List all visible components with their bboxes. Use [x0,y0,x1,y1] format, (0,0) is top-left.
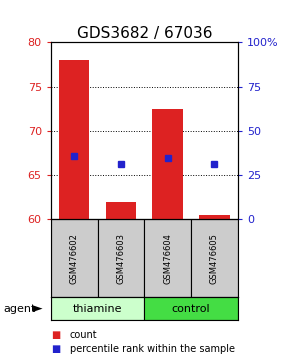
Text: percentile rank within the sample: percentile rank within the sample [70,344,235,354]
Bar [59,60,89,219]
Text: GSM476604: GSM476604 [163,233,172,284]
Bar [51,297,144,320]
Text: ►: ► [33,302,43,315]
Text: GSM476602: GSM476602 [70,233,79,284]
Text: GSM476605: GSM476605 [210,233,219,284]
Text: ■: ■ [51,344,60,354]
Bar [97,219,144,297]
Bar [144,219,191,297]
Bar [51,219,97,297]
Text: count: count [70,330,97,339]
Bar [106,202,136,219]
Text: agent: agent [3,304,35,314]
Text: control: control [172,304,210,314]
Bar [191,219,238,297]
Bar [153,109,183,219]
Bar [199,215,230,219]
Text: thiamine: thiamine [73,304,122,314]
Text: GSM476603: GSM476603 [116,233,125,284]
Bar [144,297,238,320]
Title: GDS3682 / 67036: GDS3682 / 67036 [77,26,212,41]
Text: ■: ■ [51,330,60,339]
